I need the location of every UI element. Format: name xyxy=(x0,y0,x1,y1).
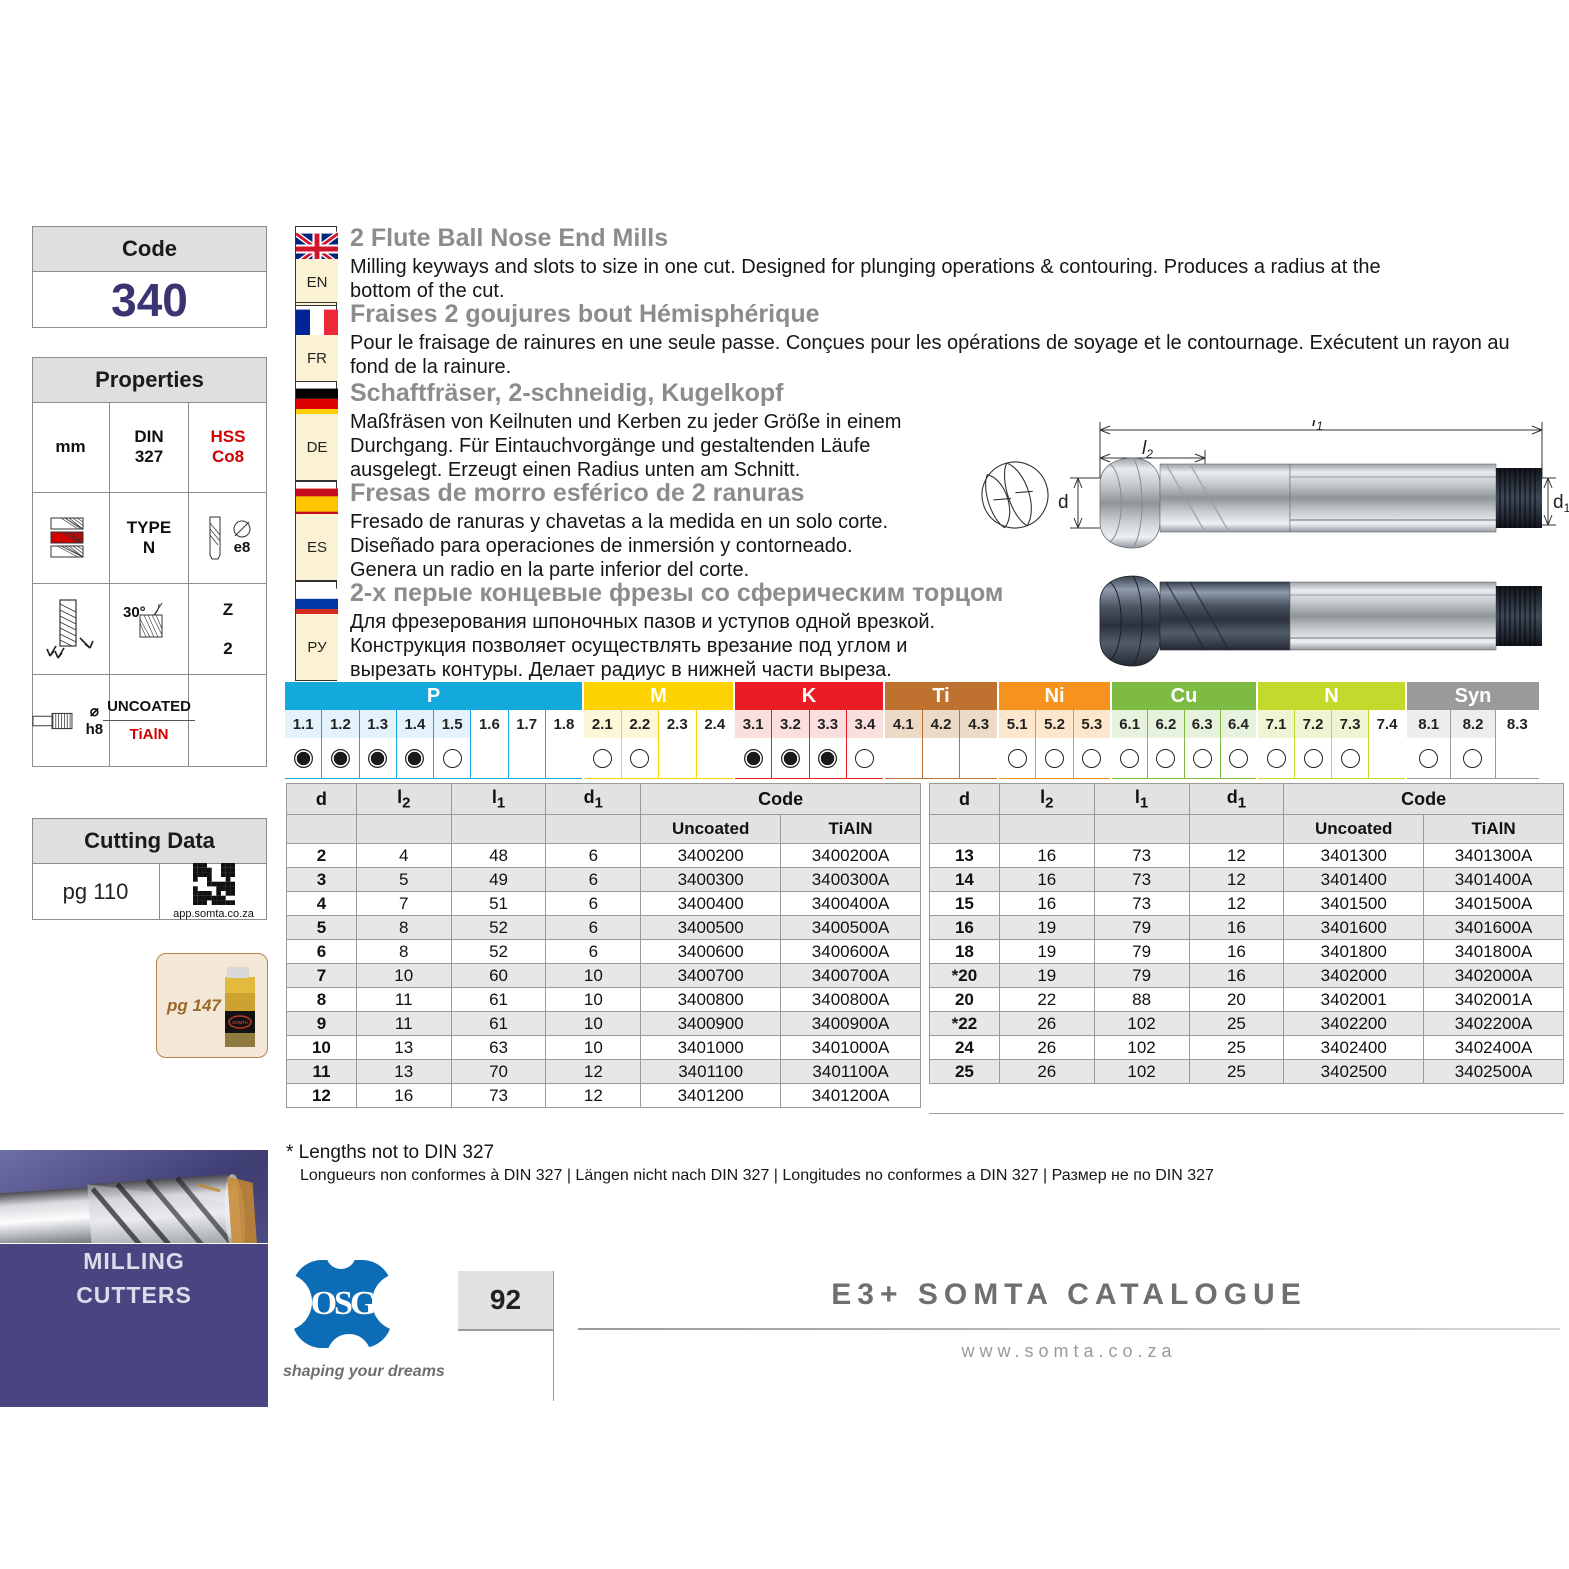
svg-text:30°: 30° xyxy=(123,604,146,621)
svg-text:OSG: OSG xyxy=(311,1285,376,1322)
svg-text:SOMTA: SOMTA xyxy=(232,1020,249,1025)
svg-text:d1: d1 xyxy=(1553,492,1569,515)
